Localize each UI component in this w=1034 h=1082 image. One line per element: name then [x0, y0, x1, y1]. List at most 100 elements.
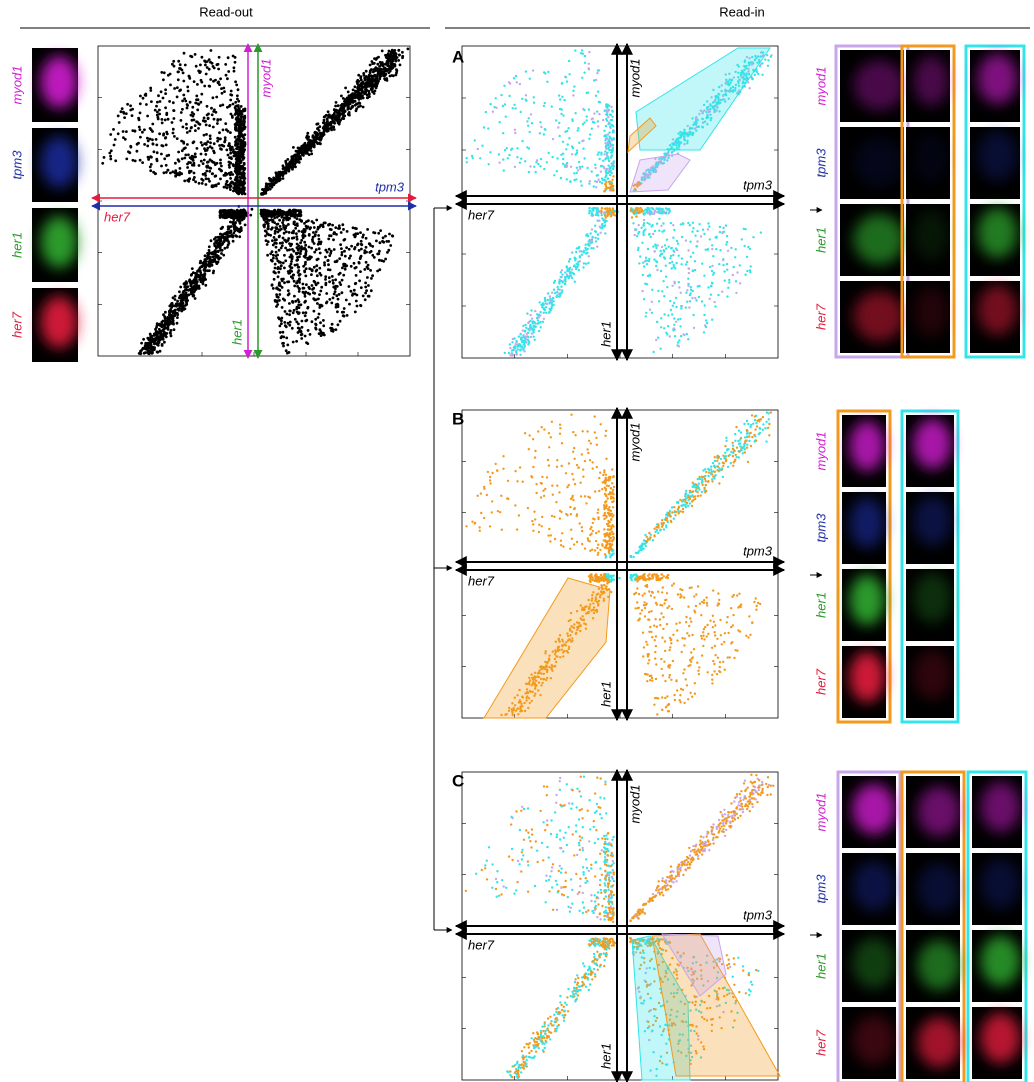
scatter-point [314, 317, 318, 321]
scatter-point [229, 112, 233, 116]
scatter-point [212, 110, 216, 113]
scatter-point [374, 66, 378, 69]
scatter-point [609, 125, 612, 128]
scatter-point [503, 149, 507, 152]
scatter-point [209, 239, 213, 243]
scatter-point [298, 210, 302, 214]
scatter-point [270, 250, 274, 254]
header-read-out: Read-out [199, 4, 253, 19]
scatter-point [129, 104, 133, 108]
scatter-point [293, 294, 296, 298]
scatter-point [376, 269, 379, 273]
scatter-point [304, 256, 307, 259]
scatter-point [192, 161, 196, 165]
scatter-point [176, 316, 179, 319]
scatter-point [594, 78, 598, 82]
scatter-point [381, 236, 385, 240]
scatter-point [228, 209, 232, 213]
scatter-point [138, 128, 142, 132]
scatter-point [237, 159, 240, 163]
scatter-point [273, 266, 277, 270]
scatter-point [351, 226, 355, 230]
scatter-point [305, 283, 308, 286]
scatter-point [380, 61, 384, 64]
scatter-point [320, 135, 323, 139]
scatter-point [212, 79, 215, 83]
scatter-point [327, 237, 331, 241]
scatter-point [234, 80, 238, 84]
scatter-point [220, 164, 223, 168]
scatter-point [296, 214, 299, 218]
scatter-point [155, 336, 159, 340]
scatter-point [566, 129, 569, 133]
scatter-point [238, 151, 242, 155]
scatter-point [287, 237, 291, 240]
scatter-point [578, 256, 582, 259]
scatter-point [228, 234, 232, 238]
scatter-point [281, 236, 285, 240]
scatter-point [236, 142, 240, 145]
scatter-point [322, 118, 326, 122]
scatter-point [234, 161, 238, 165]
scatter-point [211, 251, 214, 255]
scatter-point [306, 305, 310, 309]
scatter-point [546, 80, 549, 84]
scatter-point [195, 284, 199, 287]
scatter-point [214, 174, 218, 178]
scatter-point [364, 281, 367, 285]
scatter-point [189, 273, 193, 277]
scatter-point [262, 217, 266, 220]
scatter-point [303, 334, 307, 338]
scatter-point [278, 317, 281, 321]
scatter-point [204, 143, 208, 146]
scatter-point [243, 143, 247, 147]
scatter-point [303, 246, 306, 250]
scatter-point [294, 165, 297, 169]
scatter-point [304, 143, 307, 147]
scatter-point [527, 335, 530, 339]
scatter-point [194, 64, 198, 68]
scatter-point [392, 56, 395, 60]
scatter-point [229, 216, 233, 220]
scatter-point [368, 95, 371, 98]
scatter-point [530, 122, 534, 125]
scatter-point [337, 109, 341, 113]
scatter-point [195, 147, 199, 150]
scatter-point [223, 90, 226, 93]
scatter-point [587, 108, 591, 111]
scatter-point [141, 130, 144, 134]
scatter-point [272, 209, 276, 213]
scatter-point [356, 78, 360, 82]
scatter-point [307, 138, 310, 141]
scatter-point [278, 288, 282, 292]
scatter-point [308, 227, 312, 231]
scatter-point [371, 82, 374, 86]
scatter-point [644, 282, 647, 285]
scatter-point [147, 156, 151, 160]
scatter-point [182, 147, 186, 151]
scatter-point [220, 87, 223, 90]
scatter-point [299, 330, 303, 334]
scatter-point [569, 165, 573, 168]
scatter-point [306, 256, 310, 260]
scatter-point [543, 101, 546, 105]
scatter-point [288, 255, 292, 259]
scatter-point [331, 279, 335, 282]
scatter-point [517, 335, 520, 338]
scatter-point [208, 179, 211, 183]
scatter-point [238, 179, 242, 183]
scatter-point [353, 266, 357, 270]
scatter-point [606, 133, 610, 136]
scatter-point [345, 230, 349, 233]
scatter-point [319, 289, 323, 293]
scatter-point [119, 110, 123, 114]
scatter-point [369, 69, 372, 72]
scatter-point [294, 299, 298, 303]
scatter-point [117, 121, 121, 124]
scatter-point [263, 229, 267, 233]
scatter-point [201, 162, 205, 166]
scatter-point [345, 314, 349, 317]
scatter-point [503, 351, 506, 355]
scatter-point [234, 170, 238, 174]
scatter-point [322, 130, 326, 134]
